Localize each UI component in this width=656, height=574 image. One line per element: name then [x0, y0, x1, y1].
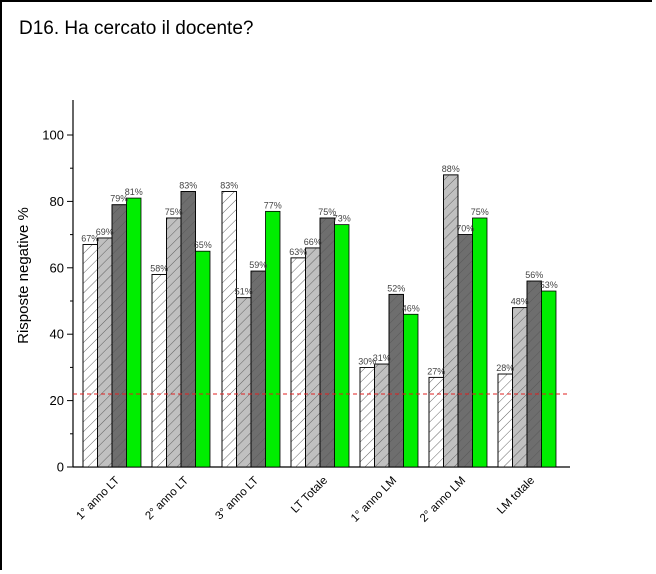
- data-label: 31%: [373, 353, 391, 363]
- y-axis-label: Risposte negative %: [15, 207, 32, 344]
- bar-hatch: [290, 257, 306, 468]
- x-tick-label: 2° anno LM: [418, 475, 468, 525]
- bar: [472, 217, 488, 468]
- bar: [334, 224, 350, 468]
- data-label: 75%: [471, 207, 489, 217]
- x-tick-label: 2° anno LT: [143, 475, 191, 523]
- bar-hatch: [319, 217, 335, 468]
- bar-hatch: [457, 234, 473, 468]
- data-label: 28%: [496, 363, 514, 373]
- bar-hatch: [166, 217, 182, 468]
- bar-hatch: [497, 373, 513, 468]
- bar-hatch: [512, 307, 528, 468]
- y-tick-label: 0: [57, 460, 64, 475]
- bar-hatch: [428, 376, 444, 468]
- y-tick-label: 40: [50, 327, 64, 342]
- bar: [126, 197, 142, 468]
- data-label: 69%: [96, 227, 114, 237]
- x-tick-label: 3° anno LT: [213, 475, 261, 523]
- bar: [541, 290, 557, 468]
- data-label: 75%: [318, 207, 336, 217]
- data-label: 88%: [442, 164, 460, 174]
- bar-hatch: [151, 274, 167, 468]
- bar: [265, 210, 281, 468]
- y-tick-label: 20: [50, 393, 64, 408]
- bar-hatch: [221, 191, 237, 468]
- data-label: 30%: [358, 356, 376, 366]
- y-tick-label: 80: [50, 194, 64, 209]
- data-label: 65%: [194, 240, 212, 250]
- data-label: 59%: [249, 260, 267, 270]
- bar-hatch: [388, 293, 404, 468]
- data-label: 51%: [235, 287, 253, 297]
- bar-hatch: [111, 204, 127, 468]
- data-label: 48%: [511, 297, 529, 307]
- x-tick-label: LM totale: [495, 475, 537, 517]
- bar-hatch: [82, 244, 98, 468]
- data-label: 63%: [289, 247, 307, 257]
- y-tick-label: 100: [42, 128, 64, 143]
- data-label: 56%: [525, 270, 543, 280]
- bar-hatch: [359, 366, 375, 468]
- bar-hatch: [250, 270, 266, 468]
- data-label: 70%: [456, 224, 474, 234]
- x-tick-label: 1° anno LM: [349, 475, 399, 525]
- data-label: 67%: [81, 234, 99, 244]
- bar-hatch: [443, 174, 459, 468]
- data-label: 75%: [165, 207, 183, 217]
- bar: [195, 250, 211, 468]
- data-label: 52%: [387, 283, 405, 293]
- bar-hatch: [180, 191, 196, 468]
- data-label: 27%: [427, 366, 445, 376]
- bar-hatch: [236, 297, 252, 468]
- cell-title: D16. Ha cercato il docente?: [19, 18, 254, 39]
- data-label: 73%: [333, 214, 351, 224]
- x-tick-label: 1° anno LT: [74, 475, 122, 523]
- data-label: 46%: [402, 303, 420, 313]
- data-label: 77%: [264, 200, 282, 210]
- data-label: 58%: [150, 263, 168, 273]
- y-tick-label: 60: [50, 260, 64, 275]
- data-label: 66%: [304, 237, 322, 247]
- x-tick-label: LT Totale: [289, 475, 330, 516]
- bar-hatch: [374, 363, 390, 468]
- bar-hatch: [305, 247, 321, 468]
- data-label: 83%: [220, 180, 238, 190]
- bar-hatch: [526, 280, 542, 468]
- data-label: 83%: [179, 180, 197, 190]
- data-label: 79%: [110, 194, 128, 204]
- data-label: 53%: [540, 280, 558, 290]
- bar-hatch: [97, 237, 113, 468]
- bar: [403, 313, 419, 468]
- data-label: 81%: [125, 187, 143, 197]
